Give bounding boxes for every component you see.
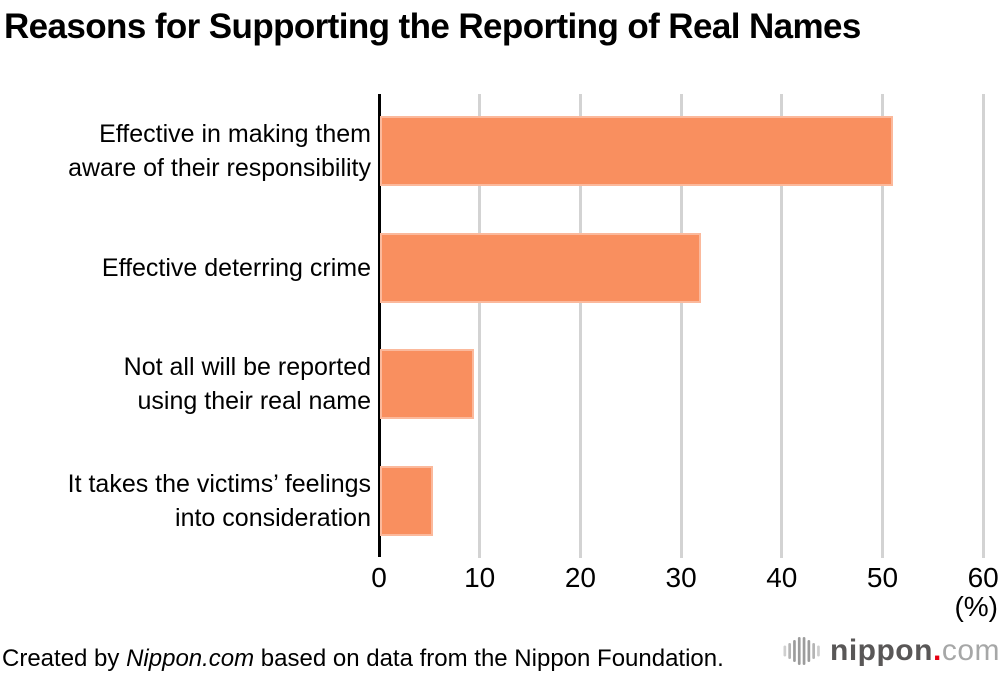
bar-2	[380, 349, 474, 420]
x-axis-unit-label: (%)	[954, 591, 998, 622]
sound-wave-bar	[788, 643, 791, 659]
category-label-line: It takes the victims’ feelings	[67, 469, 371, 498]
sound-wave-bar	[802, 637, 806, 665]
x-gridline-60	[981, 94, 985, 558]
category-label-line: Effective in making them	[99, 120, 371, 148]
x-gridline-30	[679, 94, 683, 558]
category-label-3: It takes the victims’ feelings into consi…	[0, 467, 371, 535]
x-tick-label-10: 10	[464, 562, 496, 593]
category-label-line: Not all will be reported	[123, 353, 371, 382]
y-axis-line	[377, 94, 381, 557]
category-label-2: Not all will be reported using their real…	[0, 350, 371, 418]
sound-wave-bar	[817, 645, 820, 657]
logo-tld: com	[941, 634, 1000, 667]
bar-0	[380, 116, 893, 186]
category-label-0: Effective in making them aware of their r…	[0, 117, 371, 185]
sound-wave-bar	[807, 640, 811, 662]
category-label-line: Effective deterring crime	[101, 253, 371, 282]
sound-wave-bar	[793, 640, 796, 662]
category-label-line: into consideration	[175, 503, 371, 532]
x-tick-label-60: 60	[967, 562, 999, 593]
x-tick-label-50: 50	[866, 562, 899, 593]
x-tick-label-20: 20	[564, 562, 596, 593]
sound-wave-bar	[797, 637, 801, 665]
x-gridline-50	[881, 94, 884, 558]
nippon-logo-text: nippon.com	[830, 634, 1000, 668]
sound-wave-icon	[783, 637, 820, 665]
source-note-brand: Nippon.com	[126, 645, 255, 672]
logo-dot: .	[932, 634, 942, 667]
x-tick-label-30: 30	[665, 562, 697, 593]
bar-3	[380, 465, 434, 536]
bar-1	[380, 232, 702, 303]
category-label-line: aware of their responsibility	[68, 154, 371, 182]
source-note: Created by Nippon.com based on data from…	[2, 645, 724, 673]
x-tick-label-0: 0	[371, 562, 387, 593]
sound-wave-bar	[812, 643, 815, 659]
source-note-prefix: Created by	[2, 645, 127, 672]
category-label-line: using their real name	[137, 387, 371, 416]
chart-title: Reasons for Supporting the Reporting of …	[4, 7, 861, 46]
sound-wave-bar	[783, 645, 787, 657]
x-gridline-40	[780, 94, 784, 558]
nippon-logo: nippon.com	[782, 634, 1000, 668]
source-note-suffix: based on data from the Nippon Foundation…	[254, 645, 724, 672]
logo-name: nippon	[830, 634, 933, 667]
x-gridline-10	[478, 94, 482, 558]
x-tick-label-40: 40	[766, 562, 798, 593]
x-gridline-20	[578, 94, 582, 558]
category-label-1: Effective deterring crime	[0, 251, 371, 285]
